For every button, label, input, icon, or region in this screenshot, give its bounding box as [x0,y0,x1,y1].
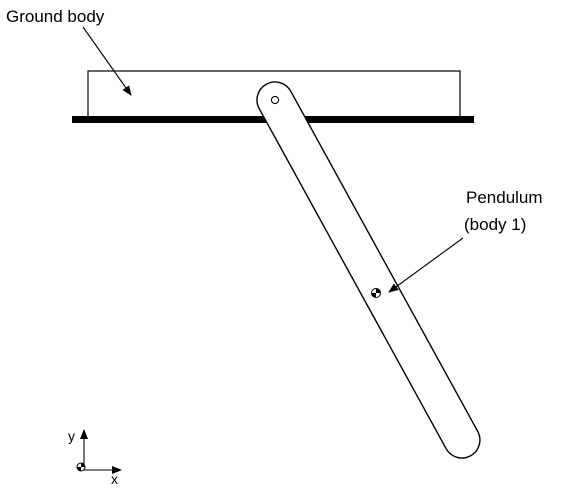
ground-body-label: Ground body [6,7,105,26]
pendulum-body [256,81,481,459]
pendulum-sublabel: (body 1) [464,215,526,234]
origin-icon [76,462,86,472]
pendulum-label: Pendulum [466,188,543,207]
x-axis-label: x [111,471,118,487]
pendulum-center-of-mass-icon [371,288,381,298]
ground-body-arrow [82,26,132,96]
coordinate-axes: y x [68,428,122,487]
pivot-joint [270,95,280,105]
y-axis-label: y [68,428,75,444]
pendulum-arrow [388,237,464,293]
